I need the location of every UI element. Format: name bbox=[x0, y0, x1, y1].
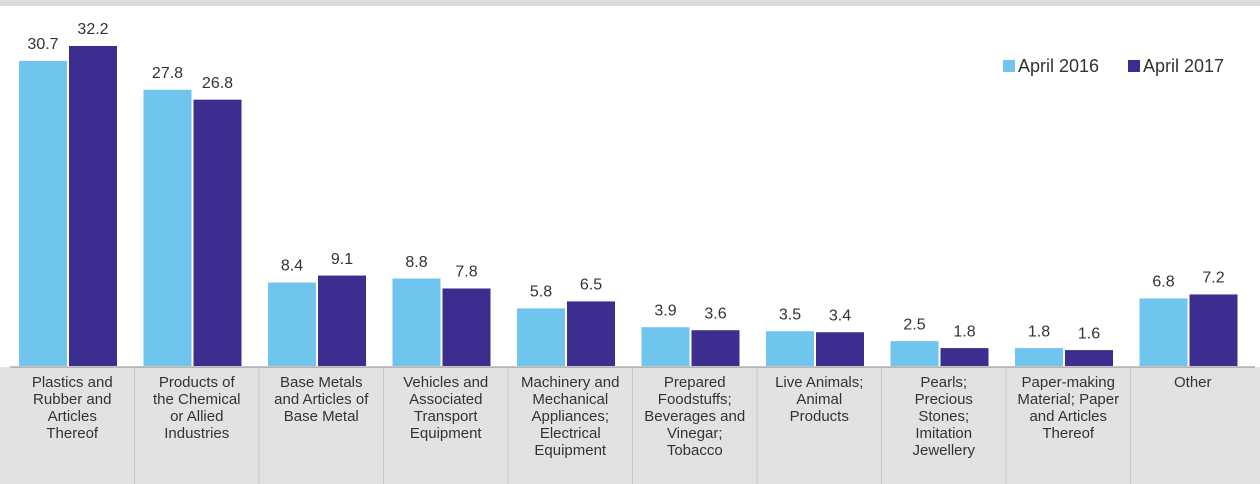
bar bbox=[691, 330, 740, 366]
label-band bbox=[0, 367, 1260, 484]
x-tick-label: Other bbox=[1174, 374, 1212, 391]
value-label: 3.5 bbox=[779, 306, 801, 323]
legend-label: April 2017 bbox=[1143, 56, 1224, 76]
x-tick-label: Machinery and Mechanical Appliances; Electr… bbox=[521, 374, 619, 459]
bar bbox=[1139, 298, 1188, 366]
bar bbox=[392, 278, 441, 366]
bar bbox=[890, 341, 939, 366]
bar bbox=[19, 60, 67, 367]
bar bbox=[143, 89, 192, 366]
value-label: 8.4 bbox=[281, 258, 303, 275]
bar bbox=[517, 308, 565, 366]
bar bbox=[766, 331, 814, 366]
bar bbox=[69, 46, 117, 366]
x-tick-label: Live Animals; Animal Products bbox=[775, 374, 863, 425]
value-label: 3.4 bbox=[829, 307, 851, 324]
legend-label: April 2016 bbox=[1018, 56, 1099, 76]
value-label: 6.5 bbox=[580, 277, 602, 294]
bar bbox=[567, 301, 615, 366]
value-label: 2.5 bbox=[903, 316, 925, 333]
value-label: 9.1 bbox=[331, 251, 353, 268]
value-label: 1.8 bbox=[953, 323, 975, 340]
bar bbox=[816, 332, 864, 366]
x-tick-label: Prepared Foodstuffs; Beverages and Vinegar;… bbox=[644, 374, 745, 459]
title-band bbox=[0, 0, 1260, 6]
value-label: 30.7 bbox=[27, 36, 58, 53]
bar bbox=[940, 348, 989, 366]
bar bbox=[1015, 348, 1063, 366]
x-tick-label: Vehicles and Associated Transport Equipment bbox=[403, 374, 488, 442]
value-label: 3.9 bbox=[654, 302, 676, 319]
legend-swatch bbox=[1128, 60, 1140, 72]
bar bbox=[1065, 350, 1113, 366]
value-label: 6.8 bbox=[1152, 274, 1174, 291]
legend-swatch bbox=[1003, 60, 1015, 72]
bar bbox=[1189, 294, 1238, 366]
bar bbox=[442, 288, 491, 366]
bar bbox=[641, 327, 690, 366]
value-label: 8.8 bbox=[405, 254, 427, 271]
bar bbox=[193, 99, 242, 366]
bar bbox=[318, 275, 366, 366]
value-label: 5.8 bbox=[530, 284, 552, 301]
x-tick-label: Base Metals and Articles of Base Metal bbox=[274, 374, 369, 425]
value-label: 27.8 bbox=[152, 65, 183, 82]
x-tick-label: Pearls; Precious Stones; Imitation Jewellery bbox=[912, 374, 975, 459]
value-label: 1.6 bbox=[1078, 325, 1100, 342]
value-label: 7.2 bbox=[1202, 270, 1224, 287]
x-tick-label: Plastics and Rubber and Articles Thereof bbox=[32, 374, 113, 442]
value-label: 7.8 bbox=[455, 264, 477, 281]
value-label: 26.8 bbox=[202, 75, 233, 92]
value-label: 3.6 bbox=[704, 305, 726, 322]
x-tick-label: Paper-making Material; Paper and Articles T… bbox=[1017, 374, 1119, 442]
value-label: 1.8 bbox=[1028, 323, 1050, 340]
bar bbox=[268, 282, 316, 366]
value-label: 32.2 bbox=[77, 21, 108, 38]
x-tick-label: Products of the Chemical or Allied Industri… bbox=[153, 374, 241, 442]
